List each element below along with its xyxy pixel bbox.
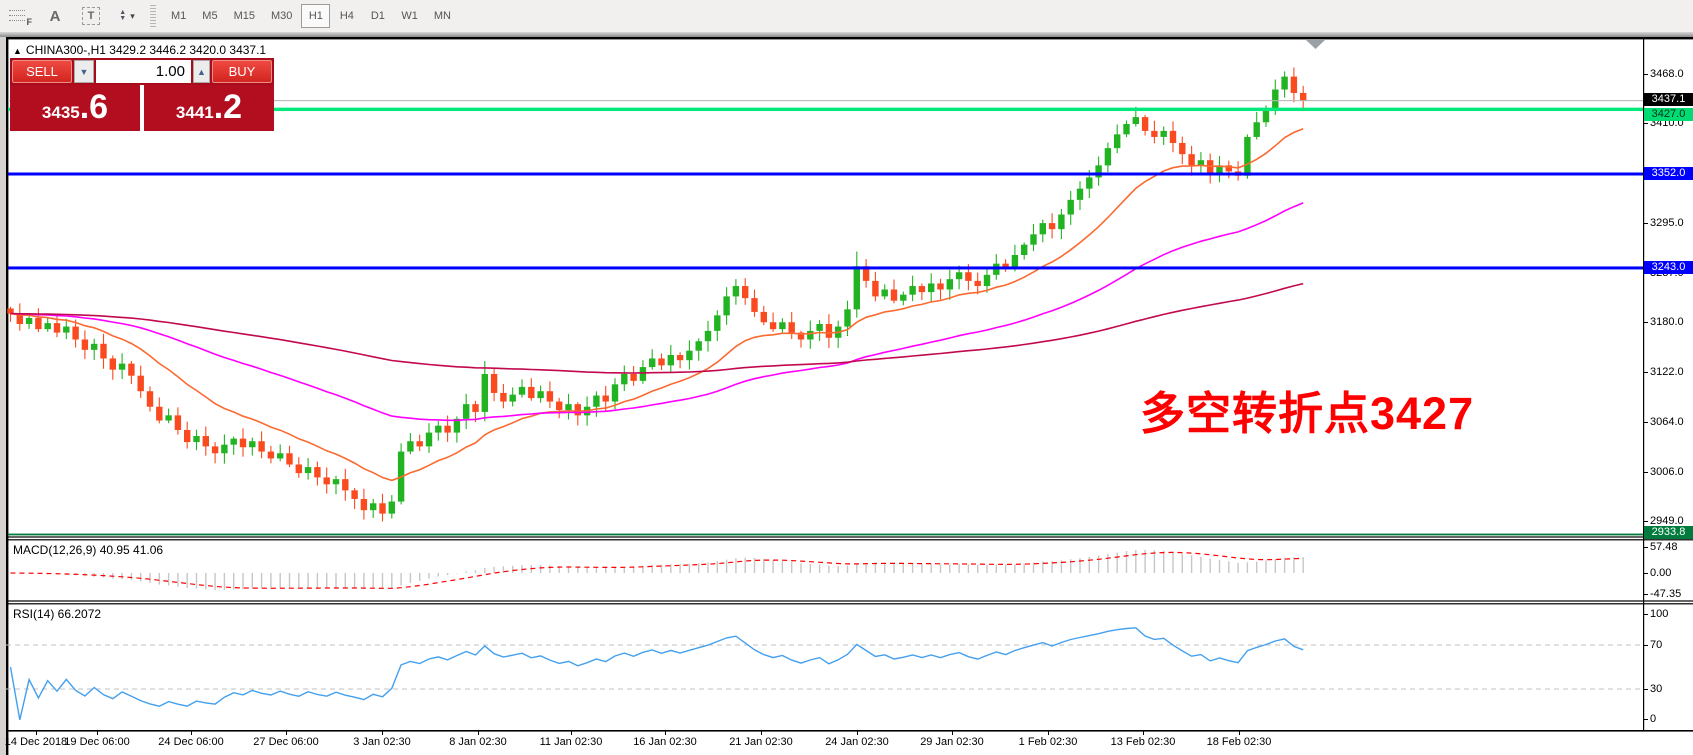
macd-label: MACD(12,26,9) 40.95 41.06 (13, 543, 164, 557)
chart-title: ▲ CHINA300-,H1 3429.2 3446.2 3420.0 3437.… (13, 43, 266, 57)
timeframe-m30-button[interactable]: M30 (264, 4, 299, 28)
sell-price-main: 3435 (41, 103, 80, 122)
fibonacci-icon: F (9, 9, 32, 27)
timeframe-h4-button[interactable]: H4 (332, 4, 361, 28)
time-axis-label: 24 Dec 06:00 (158, 736, 224, 748)
sell-button[interactable]: SELL (12, 60, 72, 83)
collapse-triangle-icon[interactable]: ▲ (13, 46, 22, 56)
arrows-tool-button[interactable]: ▲ ▼ ▾ (114, 3, 140, 29)
volume-input[interactable]: 1.00 (96, 60, 191, 83)
trade-prices-row: 3435.6 3441.2 (10, 85, 274, 131)
time-axis-label: 18 Feb 02:30 (1206, 736, 1272, 748)
buy-price-pips: .2 (213, 88, 243, 126)
price-tick-label: 2949.0 (1650, 514, 1684, 527)
sell-price-pips: .6 (79, 88, 109, 126)
chart-title-text: CHINA300-,H1 3429.2 3446.2 3420.0 3437.1 (25, 43, 267, 57)
toolbar: F A T ▲ ▼ ▾ M1 M5 M15 M30 H1 H4 D1 W1 MN (0, 0, 1693, 32)
price-tick-mark (1643, 421, 1648, 423)
rsi-tick-label: 0 (1650, 713, 1657, 726)
buy-button[interactable]: BUY (212, 60, 272, 83)
time-axis-label: 13 Feb 02:30 (1110, 736, 1176, 748)
trade-controls-row: SELL ▼ 1.00 ▲ BUY (10, 58, 274, 85)
rsi-tick-mark (1643, 613, 1648, 615)
price-badge-2933.8: 2933.8 (1644, 525, 1693, 539)
text-label-tool-button[interactable]: T (78, 3, 104, 29)
time-axis-label: 14 Dec 2018 (4, 736, 68, 748)
one-click-trading-widget: SELL ▼ 1.00 ▲ BUY 3435.6 3441.2 (10, 58, 274, 131)
time-axis-label: 11 Jan 02:30 (539, 736, 603, 748)
price-tick-mark (1643, 321, 1648, 323)
rsi-tick-label: 100 (1650, 607, 1669, 620)
time-axis-label: 8 Jan 02:30 (449, 736, 507, 748)
text-label-icon: T (82, 7, 100, 25)
macd-tick-mark (1643, 546, 1648, 548)
fibonacci-tool-button[interactable]: F (6, 3, 32, 29)
price-badge-3243.0: 3243.0 (1644, 261, 1693, 275)
rsi-tick-mark (1643, 644, 1648, 646)
buy-price-main: 3441 (175, 103, 214, 122)
price-tick-label: 3122.0 (1650, 365, 1684, 378)
timeframe-w1-button[interactable]: W1 (394, 4, 425, 28)
price-badge-3427.0: 3427.0 (1644, 107, 1693, 121)
timeframe-h1-button[interactable]: H1 (301, 4, 331, 28)
volume-decrease-button[interactable]: ▼ (74, 60, 94, 83)
time-axis-label: 27 Dec 06:00 (253, 736, 319, 748)
price-badge-3352.0: 3352.0 (1644, 167, 1693, 181)
chart-shift-marker-icon[interactable] (1305, 40, 1327, 51)
price-tick-mark (1643, 471, 1648, 473)
timeframe-m1-button[interactable]: M1 (164, 4, 193, 28)
volume-increase-button[interactable]: ▲ (193, 60, 210, 83)
time-axis-label: 16 Jan 02:30 (633, 736, 697, 748)
window-left-edge (0, 37, 6, 755)
price-tick-mark (1643, 520, 1648, 522)
timeframe-m15-button[interactable]: M15 (227, 4, 262, 28)
timeframe-d1-button[interactable]: D1 (363, 4, 392, 28)
toolbar-divider (0, 32, 1693, 37)
chevron-up-icon: ▲ (197, 66, 206, 77)
price-tick-label: 3006.0 (1650, 465, 1684, 478)
macd-tick-label: -47.35 (1650, 587, 1682, 600)
price-badge-3437.1: 3437.1 (1644, 93, 1693, 107)
macd-tick-mark (1643, 572, 1648, 574)
price-tick-mark (1643, 371, 1648, 373)
price-tick-mark (1643, 222, 1648, 224)
chevron-down-icon: ▼ (79, 66, 89, 77)
rsi-tick-mark (1643, 688, 1648, 690)
price-tick-label: 3064.0 (1650, 415, 1684, 428)
price-tick-label: 3295.0 (1650, 216, 1684, 229)
macd-tick-label: 0.00 (1650, 566, 1672, 579)
sell-price[interactable]: 3435.6 (10, 85, 140, 131)
buy-price[interactable]: 3441.2 (144, 85, 274, 131)
price-tick-mark (1643, 123, 1648, 125)
time-axis-label: 29 Jan 02:30 (920, 736, 984, 748)
text-icon: A (49, 7, 61, 25)
time-axis-label: 24 Jan 02:30 (825, 736, 889, 748)
chart-annotation-text: 多空转折点3427 (1140, 388, 1475, 439)
time-axis-label: 19 Dec 06:00 (64, 736, 130, 748)
price-tick-label: 3180.0 (1650, 315, 1684, 328)
time-axis-label: 21 Jan 02:30 (729, 736, 793, 748)
rsi-tick-label: 70 (1650, 638, 1663, 651)
price-tick-label: 3468.0 (1650, 67, 1684, 80)
rsi-label: RSI(14) 66.2072 (13, 607, 102, 621)
macd-tick-label: 57.48 (1650, 540, 1678, 553)
toolbar-grip[interactable] (150, 5, 156, 27)
macd-tick-mark (1643, 593, 1648, 595)
timeframe-m5-button[interactable]: M5 (195, 4, 224, 28)
price-tick-mark (1643, 73, 1648, 75)
line-studies-toolbar: F A T ▲ ▼ ▾ (6, 3, 140, 29)
time-axis-label: 1 Feb 02:30 (1018, 736, 1078, 748)
rsi-tick-mark (1643, 719, 1648, 721)
timeframes-toolbar: M1 M5 M15 M30 H1 H4 D1 W1 MN (164, 4, 458, 28)
timeframe-mn-button[interactable]: MN (427, 4, 458, 28)
text-tool-button[interactable]: A (42, 3, 68, 29)
time-axis-label: 3 Jan 02:30 (353, 736, 411, 748)
rsi-tick-label: 30 (1650, 682, 1663, 695)
arrows-icon: ▲ ▼ ▾ (119, 9, 135, 22)
